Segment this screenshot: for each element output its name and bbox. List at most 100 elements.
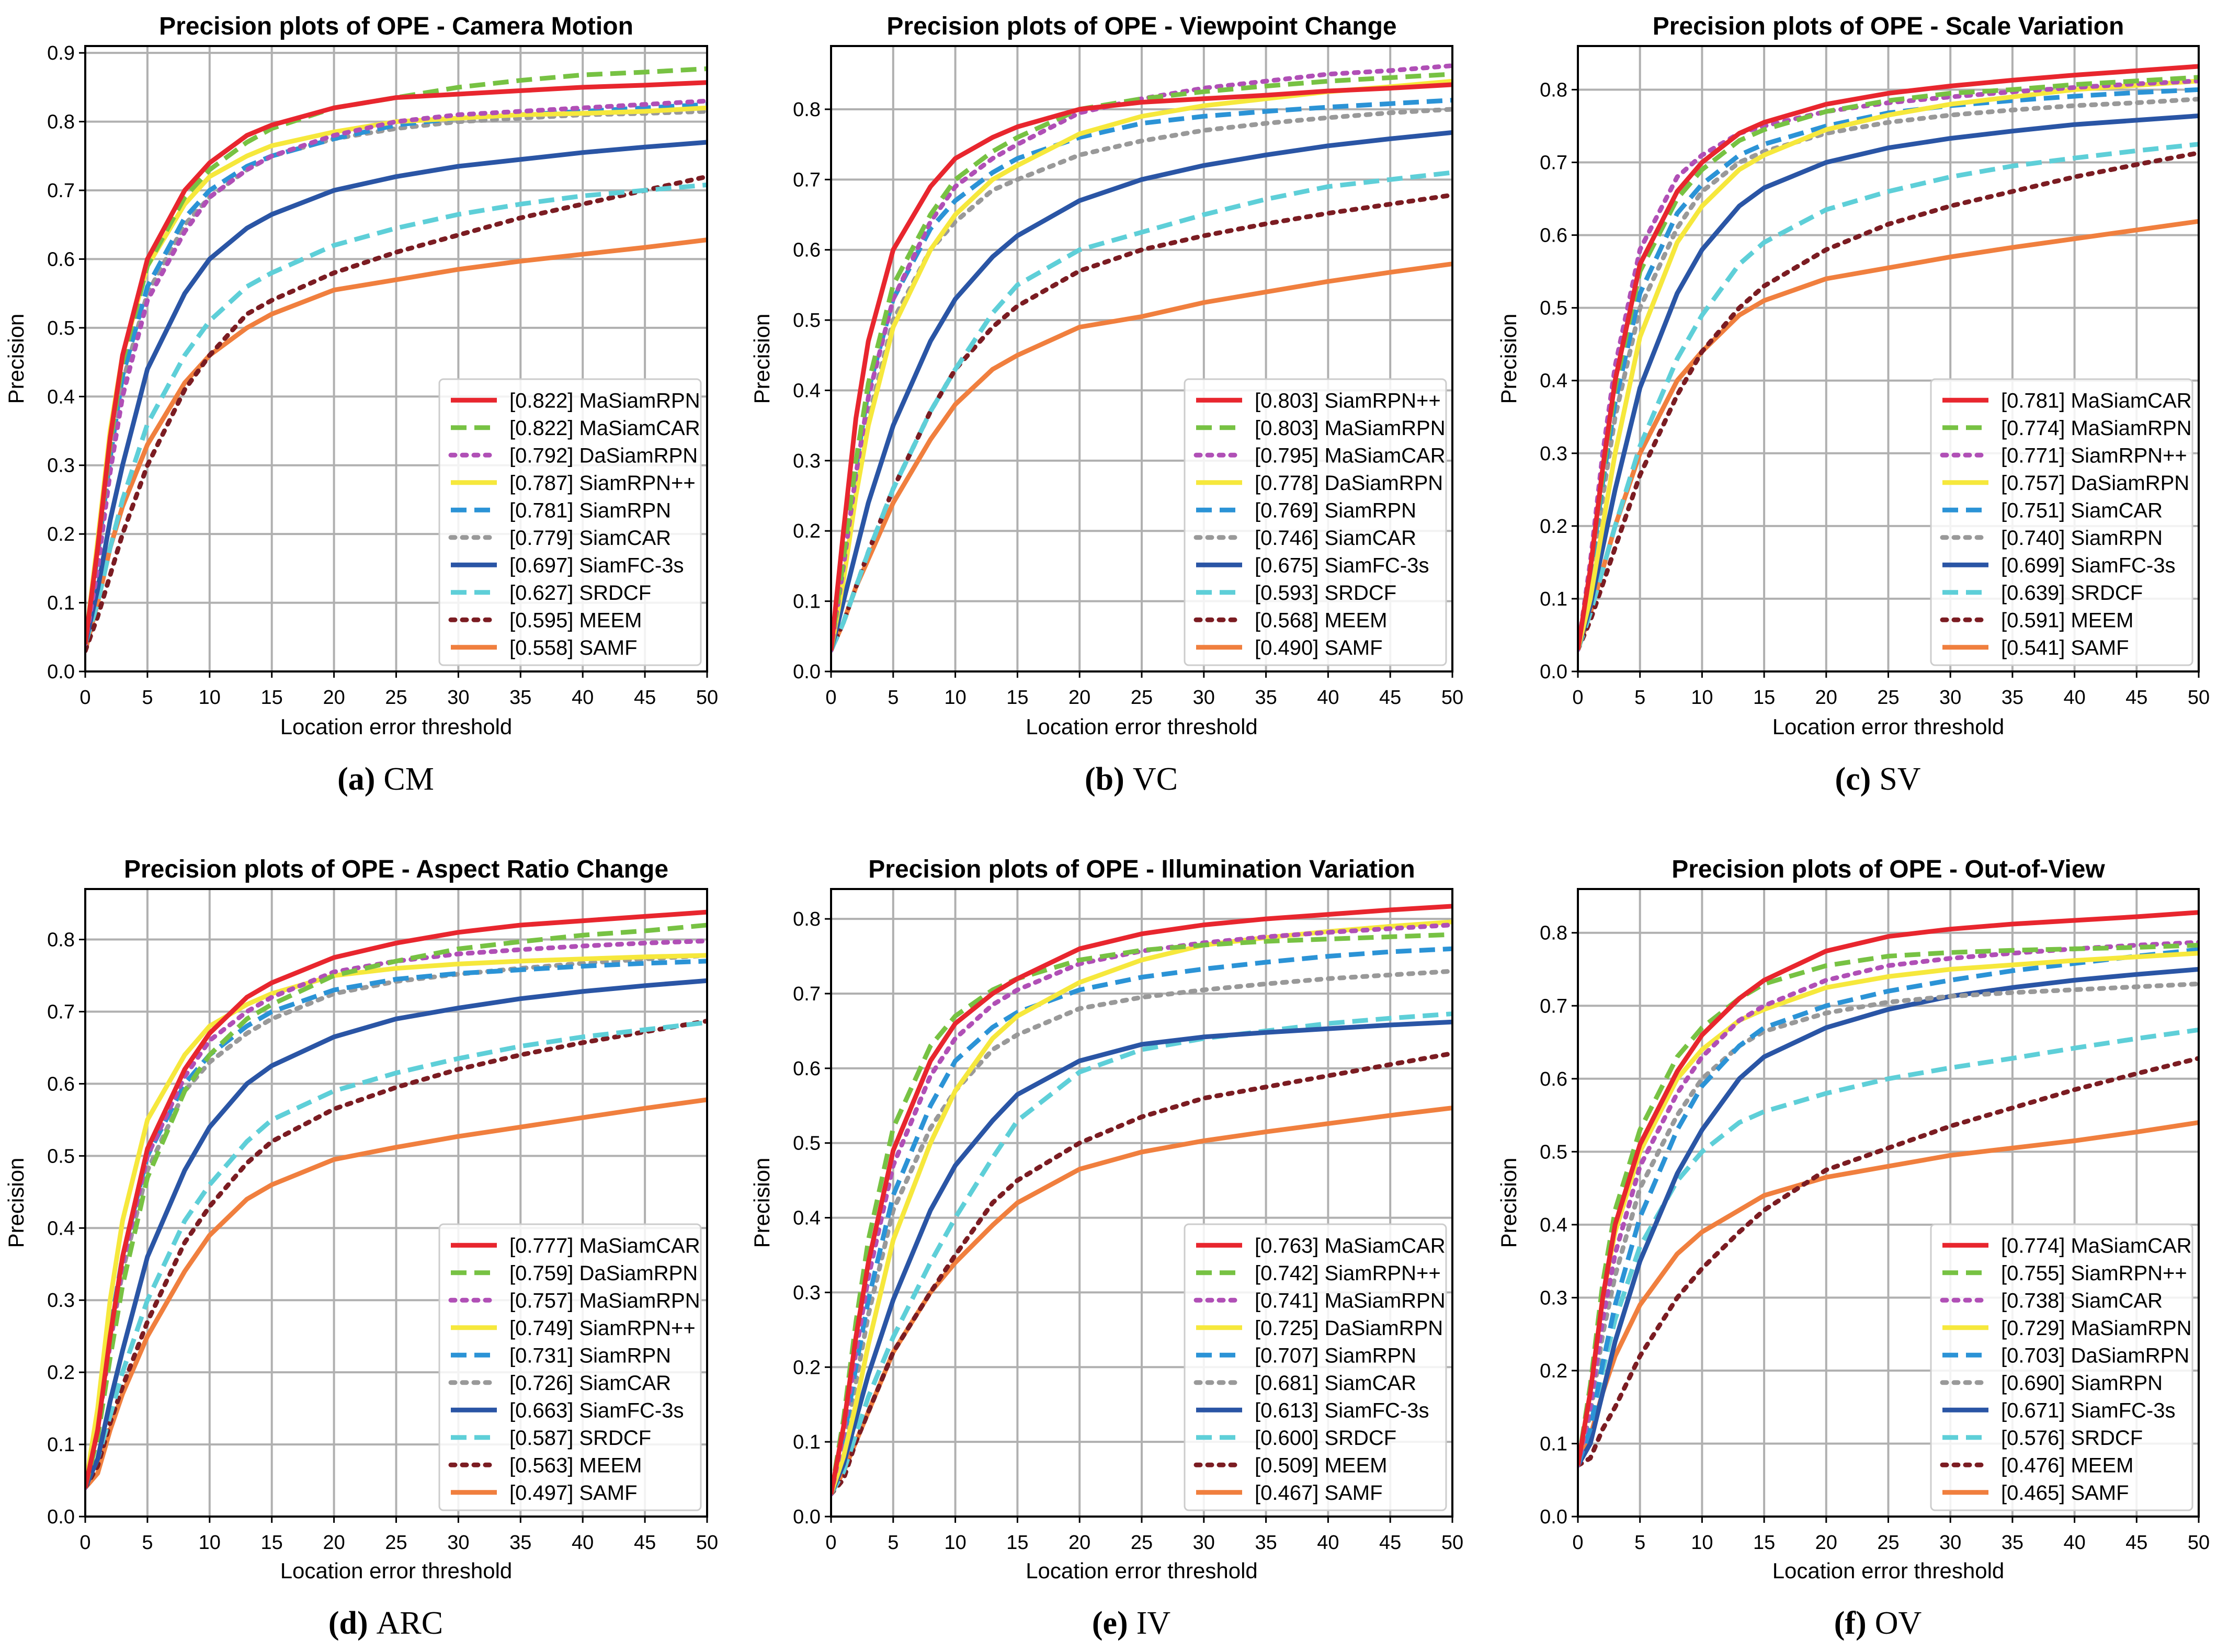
series-line-2 [85,922,707,1488]
legend-entry-label: [0.707] SiamRPN [1255,1344,1416,1367]
series-line-5 [831,946,1452,1495]
x-tick-label: 40 [2063,1532,2085,1554]
legend-entry-label: [0.703] DaSiamRPN [2001,1344,2189,1367]
plot-frame [1577,45,2200,673]
legend-entry-label: [0.725] DaSiamRPN [1255,1317,1443,1340]
series-line-1 [85,80,707,644]
y-tick-label: 0.8 [793,99,821,121]
legend-box [1184,1223,1447,1511]
legend-entry-label: [0.822] MaSiamRPN [509,389,700,412]
legend-entry-label: [0.699] SiamFC-3s [2001,554,2175,577]
x-tick-label: 45 [1379,1532,1401,1554]
series-line-5 [1578,947,2199,1466]
x-tick-label: 5 [888,687,899,709]
caption-text: CM [383,761,434,797]
series-line-7 [85,978,707,1489]
x-tick-label: 15 [261,687,283,709]
chart-title: Precision plots of OPE - Aspect Ratio Ch… [124,856,668,883]
legend-box [1930,1223,2193,1511]
legend-entry-label: [0.663] SiamFC-3s [509,1399,684,1422]
plot-frame [830,45,1453,673]
y-tick-label: 0.8 [793,908,821,930]
y-axis-label: Precision [4,314,28,404]
y-tick-label: 0.4 [793,380,821,402]
series-line-9 [85,174,707,654]
legend: [0.822] MaSiamRPN [0.822] MaSiamCAR [0.792… [438,378,702,666]
x-tick-label: 40 [572,687,594,709]
series-line-1 [831,82,1452,651]
series-lines [831,904,1452,1497]
series-line-7 [85,140,707,645]
caption-letter: (b) [1085,761,1124,797]
series-lines [831,63,1452,653]
y-tick-label: 0.1 [1540,1433,1567,1455]
x-axis-label: Location error threshold [1772,714,2005,739]
plot-frame [84,45,708,673]
panel-caption: (b) VC [1085,761,1178,797]
chart-panel-1: Precision plots of OPE - Camera Motion 0 5… [4,13,718,797]
legend-entry-label: [0.675] SiamFC-3s [1255,554,1429,577]
series-line-9 [1578,150,2199,652]
x-tick-label: 5 [142,687,153,709]
y-tick-label: 0.8 [1540,922,1567,944]
x-tick-label: 5 [1634,1532,1645,1554]
y-axis-label: Precision [749,314,774,404]
legend-entry-label: [0.738] SiamCAR [2001,1289,2163,1312]
legend-entry-label: [0.757] MaSiamRPN [509,1289,700,1312]
legend-entry-label: [0.749] SiamRPN++ [509,1317,696,1340]
x-tick-label: 50 [2188,687,2210,709]
x-tick-label: 25 [1877,1532,1899,1554]
x-tick-label: 30 [447,687,469,709]
y-tick-label: 0.7 [793,983,821,1005]
legend-entry-label: [0.795] MaSiamCAR [1255,444,1446,467]
x-tick-label: 40 [572,1532,594,1554]
x-tick-label: 0 [825,1532,836,1554]
legend: [0.774] MaSiamCAR [0.755] SiamRPN++ [0.738… [1930,1223,2193,1511]
series-line-9 [831,192,1452,653]
x-tick-label: 10 [1691,687,1713,709]
series-lines [85,66,707,654]
series-line-6 [1578,981,2199,1468]
y-tick-label: 0.7 [47,1001,75,1023]
legend-entry-label: [0.755] SiamRPN++ [2001,1262,2187,1285]
legend: [0.777] MaSiamCAR [0.759] DaSiamRPN [0.757… [438,1223,702,1511]
y-tick-label: 0.4 [1540,1214,1567,1236]
series-line-1 [1578,64,2199,650]
legend-entry-label: [0.740] SiamRPN [2001,527,2163,550]
y-tick-label: 0.8 [47,929,75,951]
plot-frame [84,888,708,1518]
plot-frame [830,888,1453,1518]
x-tick-label: 15 [1006,687,1028,709]
y-tick-label: 0.8 [1540,79,1567,101]
legend-entry-label: [0.781] SiamRPN [509,499,671,522]
legend-entry-label: [0.509] MEEM [1255,1454,1387,1477]
legend-entry-label: [0.729] MaSiamRPN [2001,1317,2192,1340]
x-tick-label: 10 [199,687,221,709]
series-line-8 [831,170,1452,652]
legend-entry-label: [0.778] DaSiamRPN [1255,472,1443,495]
legend-entry-label: [0.822] MaSiamCAR [509,417,700,440]
panel-caption: (a) CM [337,761,434,797]
x-tick-label: 45 [1379,687,1401,709]
x-axis-label: Location error threshold [1772,1558,2005,1583]
legend-entry-label: [0.587] SRDCF [509,1427,651,1450]
series-line-4 [85,953,707,1488]
x-tick-label: 40 [1317,687,1339,709]
series-line-8 [831,1011,1452,1496]
series-lines [1578,910,2199,1468]
series-lines [85,909,707,1490]
y-tick-label: 0.2 [1540,516,1567,538]
legend-entry-label: [0.731] SiamRPN [509,1344,671,1367]
caption-text: OV [1875,1605,1922,1641]
x-tick-label: 50 [1441,1532,1463,1554]
x-tick-label: 30 [1939,1532,1961,1554]
x-tick-label: 35 [2002,687,2023,709]
caption-letter: (a) [337,761,375,797]
y-tick-label: 0.2 [47,523,75,545]
x-tick-label: 10 [944,687,966,709]
legend-entry-label: [0.746] SiamCAR [1255,527,1416,550]
y-tick-label: 0.1 [793,1431,821,1453]
x-tick-label: 50 [1441,687,1463,709]
